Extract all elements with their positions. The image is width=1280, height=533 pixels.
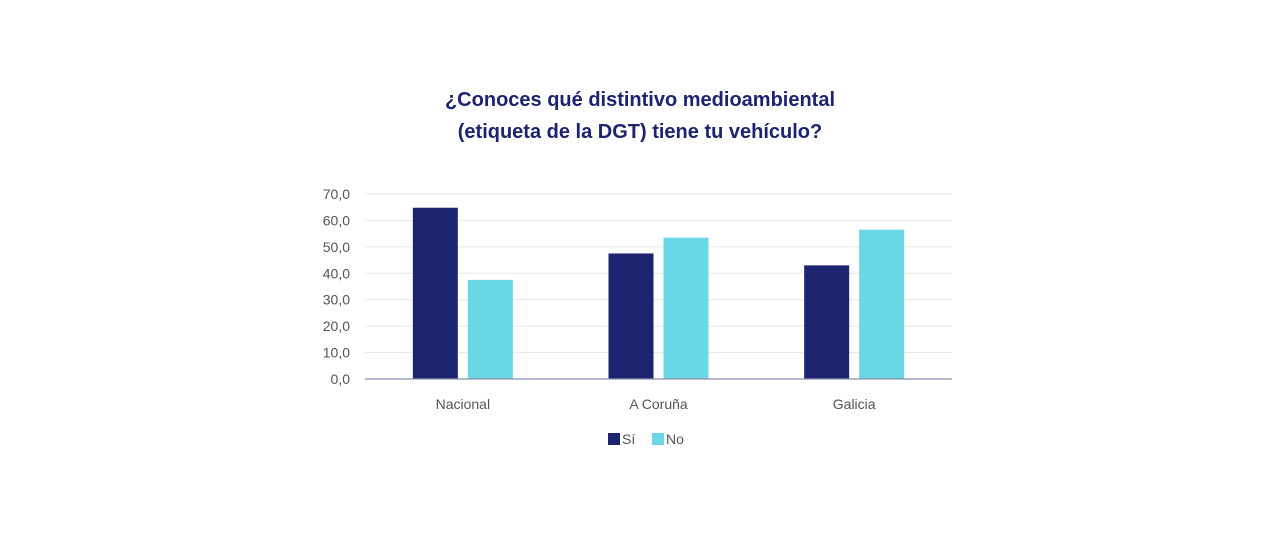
- x-axis-categories: Nacional A Coruña Galicia: [436, 396, 876, 412]
- bar-si-3: [804, 265, 850, 379]
- bar-no-3: [859, 229, 905, 379]
- bars: [412, 207, 905, 379]
- y-tick-label: 60,0: [323, 212, 350, 228]
- y-tick-label: 40,0: [323, 265, 350, 281]
- chart-title: ¿Conoces qué distintivo medioambiental (…: [340, 84, 940, 148]
- x-category-label: Galicia: [833, 396, 876, 412]
- y-tick-label: 50,0: [323, 239, 350, 255]
- x-category-label: A Coruña: [629, 396, 688, 412]
- y-tick-label: 10,0: [323, 345, 350, 361]
- y-tick-label: 30,0: [323, 292, 350, 308]
- legend-swatch-si: [608, 433, 620, 445]
- y-tick-label: 0,0: [331, 371, 351, 387]
- legend-label-no: No: [666, 431, 684, 447]
- legend-label-si: Sí: [622, 431, 635, 447]
- legend: Sí No: [608, 431, 684, 447]
- x-category-label: Nacional: [436, 396, 490, 412]
- y-tick-label: 20,0: [323, 318, 350, 334]
- legend-swatch-no: [652, 433, 664, 445]
- y-axis-ticks: 0,0 10,0 20,0 30,0 40,0 50,0 60,0 70,0: [323, 186, 350, 387]
- chart-title-line-2: (etiqueta de la DGT) tiene tu vehículo?: [457, 121, 823, 143]
- bar-si-2: [608, 253, 654, 379]
- chart-title-line-1: ¿Conoces qué distintivo medioambiental: [444, 89, 836, 111]
- grid-lines: [365, 193, 952, 354]
- bar-no-2: [663, 237, 709, 379]
- bar-si-1: [412, 207, 458, 379]
- y-tick-label: 70,0: [323, 186, 350, 202]
- bar-no-1: [467, 279, 513, 379]
